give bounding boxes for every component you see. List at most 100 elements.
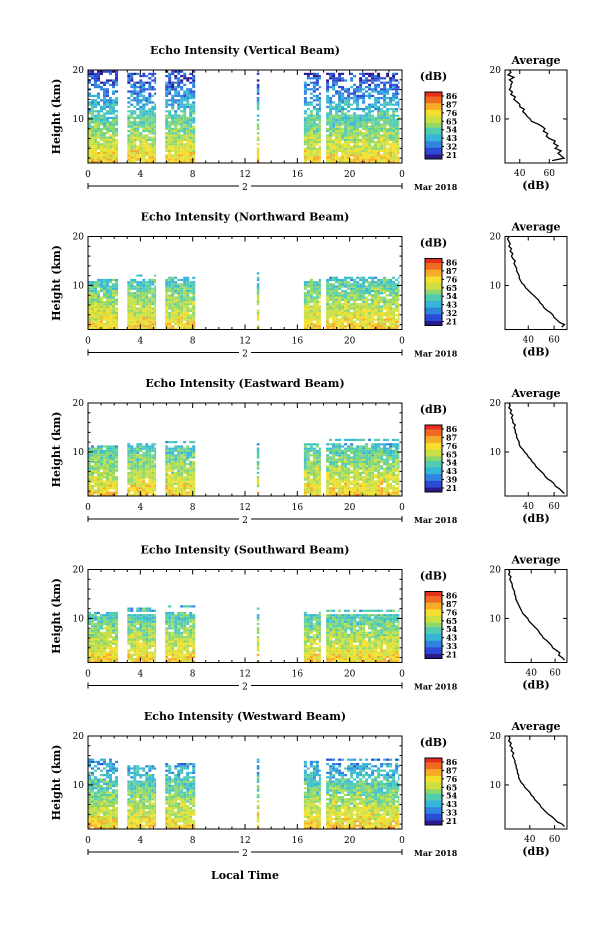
heatmap-cell [112,480,115,483]
heatmap-cell [309,283,313,286]
heatmap-cell [306,154,310,157]
heatmap-cell [386,143,390,146]
heatmap-cell [106,487,109,490]
heatmap-cell [389,285,393,288]
heatmap-cell [127,136,131,139]
heatmap-cell [368,154,372,157]
heatmap-cell [377,75,381,78]
heatmap-cell [344,476,348,479]
heatmap-cell [94,456,97,459]
heatmap-cell [398,114,400,117]
heatmap-cell [106,467,109,470]
heatmap-cell [154,471,157,474]
heatmap-cell [309,447,313,450]
heatmap-cell [256,316,260,319]
heatmap-cell [368,143,372,146]
heatmap-cell [142,94,146,97]
heatmap-cell [106,478,109,481]
heatmap-cell [154,443,157,446]
heatmap-cell [130,154,134,157]
heatmap-cell [303,307,307,310]
heatmap-cell [115,278,118,282]
heatmap-cell [326,101,330,104]
heatmap-cell [133,478,137,481]
heatmap-cell [395,491,399,494]
heatmap-cell [91,454,94,457]
heatmap-cell [377,292,381,295]
heatmap-cell [398,285,400,288]
heatmap-cell [165,119,169,122]
heatmap-cell [365,305,369,308]
heatmap-cell [377,156,381,159]
heatmap-cell [97,300,100,304]
heatmap-cell [341,105,345,108]
heatmap-cell [183,456,187,459]
colorbar-segment [425,274,442,277]
heatmap-cell [341,314,345,317]
heatmap-cell [359,79,363,82]
heatmap-cell [186,127,190,130]
profile-frame [504,236,568,330]
heatmap-cell [341,465,345,468]
heatmap-cell [332,292,336,295]
heatmap-cell [332,156,336,159]
heatmap-cell [368,476,372,479]
heatmap-cell [127,152,131,155]
heatmap-cell [192,474,196,477]
heatmap-cell [168,103,172,106]
heatmap-cell [174,138,178,141]
heatmap-cell [303,452,307,455]
heatmap-cell [139,309,143,312]
heatmap-cell [168,121,172,124]
heatmap-cell [103,316,106,319]
heatmap-cell [151,296,155,299]
heatmap-cell [103,160,106,163]
heatmap-cell [186,136,190,139]
heatmap-cell [133,292,137,295]
heatmap-cell [91,105,94,108]
heatmap-cell [171,456,175,459]
heatmap-cell [359,160,363,163]
heatmap-cell [148,318,152,321]
heatmap-cell [171,145,175,148]
heatmap-cell [154,307,157,310]
heatmap-cell [392,491,396,494]
heatmap-cell [318,77,321,80]
heatmap-cell [97,474,100,477]
heatmap-cell [106,99,109,102]
heatmap-cell [142,487,146,490]
heatmap-cell [151,132,155,135]
heatmap-cell [127,452,131,455]
heatmap-cell [148,154,152,157]
heatmap-cell [398,292,400,295]
heatmap-cell [395,127,399,130]
heatmap-cell [168,112,172,115]
heatmap-cell [332,465,336,468]
heatmap-cell [94,447,97,450]
heatmap-cell [103,94,106,97]
heatmap-cell [374,489,378,492]
heatmap-cell [112,485,115,488]
heatmap-cell [371,145,375,148]
heatmap-cell [338,318,342,321]
heatmap-cell [365,86,369,89]
heatmap-cell [326,487,330,490]
heatmap-cell [371,81,375,84]
heatmap-cell [88,81,91,84]
heatmap-cell [145,285,149,288]
heatmap-cell [103,309,106,312]
heatmap-cell [398,489,400,492]
heatmap-cell [306,449,310,452]
heatmap-cell [115,314,118,317]
heatmap-cell [344,149,348,152]
heatmap-cell [353,149,357,152]
heatmap-cell [148,88,152,91]
heatmap-cell [344,292,348,295]
heatmap-cell [88,467,91,470]
heatmap-cell [109,294,112,297]
heatmap-cell [380,92,384,95]
colorbar-segment [425,138,442,142]
heatmap-cell [383,303,387,306]
heatmap-cell [309,72,313,75]
heatmap-cell [174,121,178,124]
